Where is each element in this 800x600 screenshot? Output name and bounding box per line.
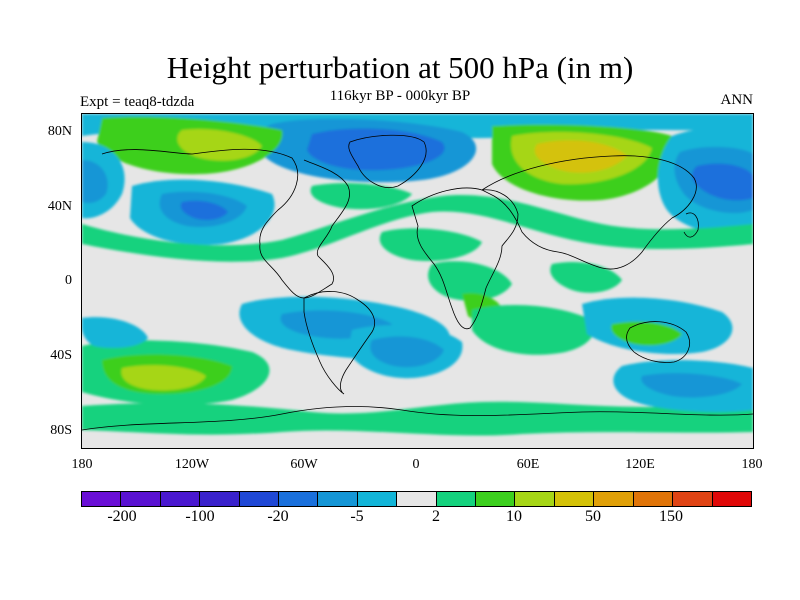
colorbar-swatch [121, 492, 161, 506]
colorbar-label: -100 [185, 508, 215, 525]
map-panel [81, 113, 754, 449]
lat-label-equator: 0 [65, 273, 72, 288]
colorbar-swatch [239, 492, 280, 506]
lon-label-180-west: 180 [71, 457, 93, 472]
colorbar-swatch [357, 492, 398, 506]
lon-label-180-east: 180 [741, 457, 763, 472]
colorbar-label: 2 [432, 508, 440, 525]
lat-label-80s: 80S [50, 423, 72, 438]
colorbar-swatch [160, 492, 201, 506]
colorbar-swatch [594, 492, 634, 506]
lat-label-80n: 80N [47, 124, 72, 139]
colorbar-label: 150 [659, 508, 683, 525]
colorbar-label: -200 [107, 508, 137, 525]
lon-label-120e: 120E [625, 457, 655, 472]
coastlines [82, 134, 753, 431]
colorbar-label: 10 [506, 508, 522, 525]
colorbar [81, 491, 752, 507]
colorbar-label: 50 [585, 508, 601, 525]
lat-label-40s: 40S [50, 348, 72, 363]
colorbar-swatch [82, 492, 122, 506]
colorbar-swatch [318, 492, 358, 506]
colorbar-swatch [712, 492, 751, 506]
contour-map [82, 114, 753, 448]
lat-label-40n: 40N [47, 199, 72, 214]
perturbation-field [82, 114, 753, 436]
colorbar-swatch [200, 492, 240, 506]
colorbar-swatch [515, 492, 555, 506]
colorbar-swatch [397, 492, 437, 506]
plot-title: Height perturbation at 500 hPa (in m) [166, 50, 634, 85]
colorbar-swatch [633, 492, 674, 506]
lon-label-120w: 120W [174, 457, 210, 472]
lon-label-60e: 60E [516, 457, 540, 472]
lon-label-60w: 60W [290, 457, 318, 472]
plot-subtitle: 116kyr BP - 000kyr BP [329, 88, 471, 104]
colorbar-swatch [476, 492, 516, 506]
experiment-label: Expt = teaq8-tdzda [80, 94, 195, 110]
period-label: ANN [720, 92, 754, 108]
colorbar-label: -5 [350, 508, 364, 525]
colorbar-swatch [554, 492, 595, 506]
colorbar-swatch [436, 492, 477, 506]
colorbar-swatch [279, 492, 319, 506]
lon-label-0: 0 [412, 457, 420, 472]
colorbar-swatch [673, 492, 713, 506]
colorbar-label: -20 [267, 508, 289, 525]
